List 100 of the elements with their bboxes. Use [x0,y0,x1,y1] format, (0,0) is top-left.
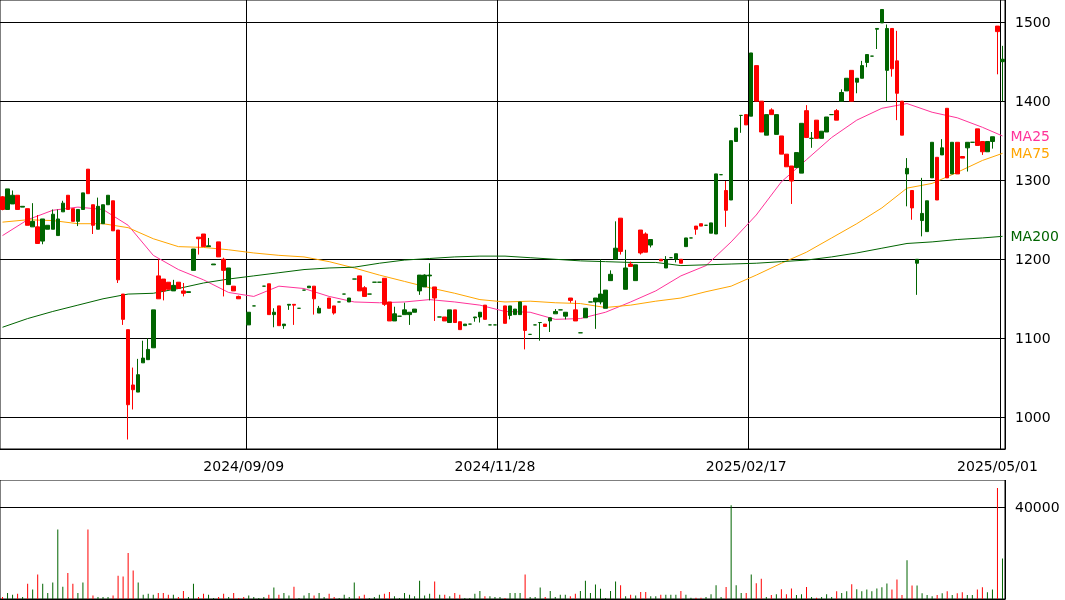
x-tick-label: 2024/09/09 [203,458,285,474]
candlestick [930,141,934,179]
candlestick [292,303,296,326]
candlestick [885,24,889,102]
candlestick [905,157,909,207]
candlestick [91,204,95,235]
y-tick-label: 40000 [1015,499,1060,516]
candlestick [15,194,20,210]
line-series [2,152,1003,308]
candlestick [659,258,663,262]
candlestick [664,255,668,269]
candlestick [0,195,5,211]
candlestick [272,307,276,328]
candlestick [764,114,769,136]
candlestick [211,263,216,266]
candlestick [503,305,507,324]
y-tick-label: 1100 [1015,330,1051,347]
y-tick-label: 1400 [1015,93,1051,110]
candlestick [181,282,186,297]
candlestick [176,281,181,290]
candlestick [61,200,65,213]
series-label: MA25 [1010,127,1050,144]
candlestick [945,107,949,179]
candlestick [744,114,748,126]
candlestick [724,180,728,228]
candlestick [151,309,156,349]
candlestick [538,322,542,342]
candlestick [900,100,904,136]
candlestick [463,323,467,327]
candlestick [136,358,140,393]
candlestick [749,52,753,117]
x-tick-label: 2025/05/01 [957,458,1038,474]
candlestick [548,317,552,333]
candlestick [684,237,688,248]
candlestick [191,248,196,271]
y-tick-label: 1300 [1015,172,1051,189]
candlestick [35,214,40,244]
candlestick [608,269,613,282]
candlestick [121,293,125,326]
candlestick [769,107,774,116]
candlestick [25,208,30,226]
candlestick [30,202,35,228]
candlestick [674,253,678,263]
candlestick [950,141,954,175]
y-tick-label: 1000 [1015,409,1051,426]
candlestick [226,267,231,286]
candlestick [839,88,844,102]
candlestick [814,119,819,139]
candlestick [347,297,351,303]
candlestick [679,258,683,264]
candlestick [935,156,939,201]
y-tick-label: 1500 [1015,14,1051,31]
candlestick [442,316,447,322]
candlestick [282,323,286,330]
series-label: MA75 [1010,145,1050,162]
candlestick [447,309,452,324]
candlestick [312,285,316,316]
candlestick [774,114,779,135]
x-tick-label: 2024/11/28 [454,458,536,474]
candlestick [287,303,291,311]
candlestick [553,308,558,315]
candlestick [623,249,628,290]
candlestick [573,299,578,322]
candlestick [216,241,221,258]
candlestick [568,297,573,304]
candlestick [875,27,879,50]
candlestick [910,190,914,221]
candlestick [221,257,226,297]
candlestick [171,279,176,292]
candlestick [633,264,638,282]
candlestick [563,311,568,320]
candlestick [880,8,884,24]
candlestick [543,323,547,327]
candlestick [915,258,919,296]
candlestick [648,239,653,248]
candlestick [618,217,623,256]
candlestick [865,54,869,68]
candlestick [940,138,944,156]
candlestick [583,307,588,319]
candlestick [739,114,743,134]
candlestick [277,305,281,327]
candlestick [267,283,271,316]
candlestick [432,286,437,322]
candlestick [236,295,241,300]
candlestick [995,25,1000,75]
candlestick [231,285,236,292]
candlestick [844,77,849,92]
series-label: MA200 [1010,228,1059,245]
candlestick [206,237,211,248]
candlestick [809,131,814,149]
candlestick [246,311,251,326]
candlestick [317,305,321,314]
candlestick [628,261,633,267]
candlestick [483,304,487,320]
candlestick [523,305,527,350]
candlestick [849,69,854,102]
candlestick [20,205,25,208]
line-series [2,103,1003,320]
candlestick [86,168,90,195]
candlestick [1000,45,1005,102]
